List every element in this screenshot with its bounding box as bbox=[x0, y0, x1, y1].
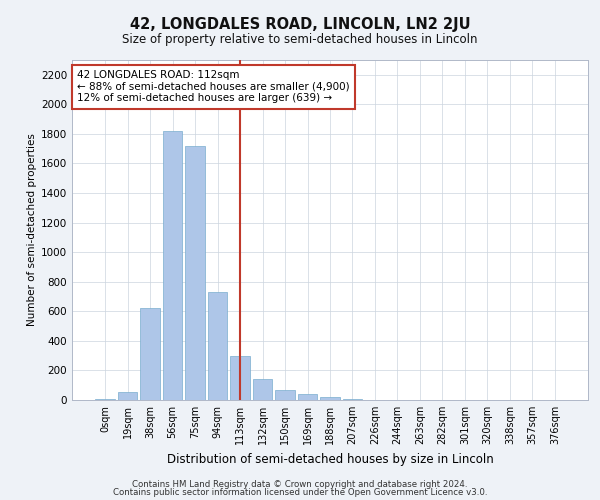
Bar bbox=[253, 380, 272, 400]
Bar bbox=[185, 146, 205, 400]
X-axis label: Distribution of semi-detached houses by size in Lincoln: Distribution of semi-detached houses by … bbox=[167, 452, 493, 466]
Text: Contains public sector information licensed under the Open Government Licence v3: Contains public sector information licen… bbox=[113, 488, 487, 497]
Text: Size of property relative to semi-detached houses in Lincoln: Size of property relative to semi-detach… bbox=[122, 32, 478, 46]
Text: Contains HM Land Registry data © Crown copyright and database right 2024.: Contains HM Land Registry data © Crown c… bbox=[132, 480, 468, 489]
Bar bbox=[95, 398, 115, 400]
Bar bbox=[230, 356, 250, 400]
Bar bbox=[275, 390, 295, 400]
Bar bbox=[163, 131, 182, 400]
Bar bbox=[140, 308, 160, 400]
Bar bbox=[343, 398, 362, 400]
Text: 42 LONGDALES ROAD: 112sqm
← 88% of semi-detached houses are smaller (4,900)
12% : 42 LONGDALES ROAD: 112sqm ← 88% of semi-… bbox=[77, 70, 350, 103]
Bar bbox=[320, 397, 340, 400]
Bar bbox=[208, 292, 227, 400]
Bar bbox=[118, 392, 137, 400]
Y-axis label: Number of semi-detached properties: Number of semi-detached properties bbox=[27, 134, 37, 326]
Bar bbox=[298, 394, 317, 400]
Text: 42, LONGDALES ROAD, LINCOLN, LN2 2JU: 42, LONGDALES ROAD, LINCOLN, LN2 2JU bbox=[130, 18, 470, 32]
